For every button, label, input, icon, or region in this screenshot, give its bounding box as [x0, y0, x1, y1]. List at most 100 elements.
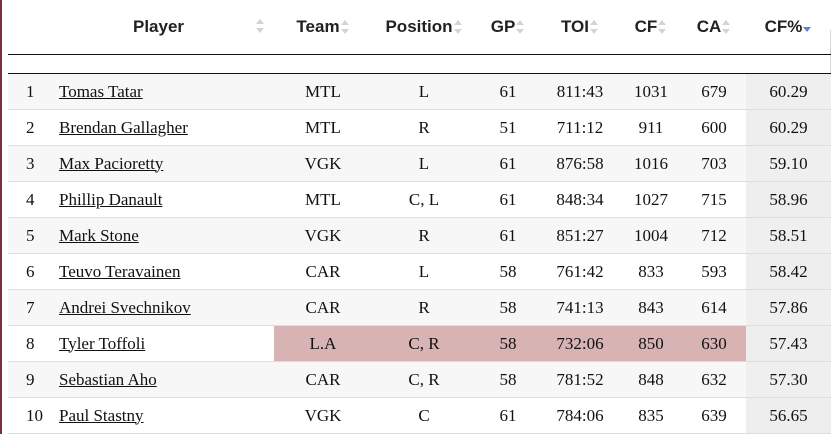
- team-cell: CAR: [274, 361, 372, 398]
- ca-cell: 639: [682, 397, 746, 434]
- rank-cell: 5: [8, 217, 40, 254]
- player-stats-table: Player Team Position GP TOI CF CA CF%: [8, 0, 831, 434]
- player-cell: Paul Stastny: [40, 397, 274, 434]
- toi-cell: 711:12: [540, 109, 620, 146]
- gp-cell: 51: [476, 109, 540, 146]
- rank-cell: 9: [8, 361, 40, 398]
- rank-cell: 1: [8, 73, 40, 110]
- player-cell: Sebastian Aho: [40, 361, 274, 398]
- toi-cell: 732:06: [540, 325, 620, 362]
- cf-cell: 1031: [620, 73, 682, 110]
- player-link[interactable]: Max Pacioretty: [59, 153, 164, 173]
- cfpct-cell: 58.42: [746, 253, 831, 290]
- toi-cell: 781:52: [540, 361, 620, 398]
- rank-cell: 4: [8, 181, 40, 218]
- toi-cell: 811:43: [540, 73, 620, 110]
- gp-cell: 61: [476, 145, 540, 182]
- column-header-position[interactable]: Position: [372, 0, 476, 55]
- gp-cell: 58: [476, 289, 540, 326]
- toi-cell: 784:06: [540, 397, 620, 434]
- gp-cell: 58: [476, 361, 540, 398]
- column-header-gp[interactable]: GP: [476, 0, 540, 55]
- cf-cell: 1004: [620, 217, 682, 254]
- rank-cell: 10: [8, 397, 43, 434]
- player-link[interactable]: Teuvo Teravainen: [59, 261, 181, 281]
- cfpct-cell: 60.29: [746, 73, 831, 110]
- table-row-highlighted: 8 Tyler Toffoli L.A C, R 58 732:06 850 6…: [8, 325, 831, 362]
- cf-cell: 850: [620, 325, 682, 362]
- team-cell: L.A: [274, 325, 372, 362]
- gp-cell: 61: [476, 181, 540, 218]
- team-cell: CAR: [274, 289, 372, 326]
- sort-icon: [256, 19, 265, 35]
- player-cell: Tomas Tatar: [40, 73, 274, 110]
- toi-cell: 761:42: [540, 253, 620, 290]
- table-body: 1 Tomas Tatar MTL L 61 811:43 1031 679 6…: [8, 73, 831, 434]
- column-header-label: Team: [296, 17, 340, 36]
- gp-cell: 58: [476, 325, 540, 362]
- player-cell: Andrei Svechnikov: [40, 289, 274, 326]
- team-cell: MTL: [274, 181, 372, 218]
- column-header-toi[interactable]: TOI: [540, 0, 620, 55]
- sort-icon: [516, 19, 525, 36]
- column-header-label: GP: [490, 17, 516, 36]
- column-header-cf[interactable]: CF: [620, 0, 682, 55]
- ca-cell: 703: [682, 145, 746, 182]
- gp-cell: 58: [476, 253, 540, 290]
- table-row: 9 Sebastian Aho CAR C, R 58 781:52 848 6…: [8, 361, 831, 398]
- column-header-team[interactable]: Team: [274, 0, 372, 55]
- player-cell: Mark Stone: [40, 217, 274, 254]
- gp-cell: 61: [476, 73, 540, 110]
- ca-cell: 679: [682, 73, 746, 110]
- table-row: 7 Andrei Svechnikov CAR R 58 741:13 843 …: [8, 289, 831, 326]
- player-link[interactable]: Andrei Svechnikov: [59, 297, 191, 317]
- player-cell: Max Pacioretty: [40, 145, 274, 182]
- toi-cell: 876:58: [540, 145, 620, 182]
- player-link[interactable]: Tomas Tatar: [59, 81, 143, 101]
- cf-cell: 1016: [620, 145, 682, 182]
- player-cell: Tyler Toffoli: [40, 325, 274, 362]
- page-left-border: [0, 0, 2, 434]
- ca-cell: 614: [682, 289, 746, 326]
- team-cell: VGK: [274, 145, 372, 182]
- sort-descending-icon: [803, 20, 812, 36]
- player-link[interactable]: Sebastian Aho: [59, 369, 157, 389]
- position-cell: C, L: [372, 181, 476, 218]
- rank-cell: 2: [8, 109, 40, 146]
- cfpct-cell: 58.96: [746, 181, 831, 218]
- column-header-ca[interactable]: CA: [682, 0, 746, 55]
- player-link[interactable]: Mark Stone: [59, 225, 139, 245]
- cfpct-cell: 57.86: [746, 289, 831, 326]
- player-link[interactable]: Brendan Gallagher: [59, 117, 188, 137]
- position-cell: R: [372, 217, 476, 254]
- cfpct-cell: 57.30: [746, 361, 831, 398]
- team-cell: MTL: [274, 73, 372, 110]
- player-link[interactable]: Tyler Toffoli: [59, 333, 146, 353]
- toi-cell: 848:34: [540, 181, 620, 218]
- cfpct-cell: 57.43: [746, 325, 831, 362]
- toi-cell: 851:27: [540, 217, 620, 254]
- cf-cell: 1027: [620, 181, 682, 218]
- sort-icon: [722, 19, 731, 36]
- position-cell: L: [372, 73, 476, 110]
- ca-cell: 630: [682, 325, 746, 362]
- column-header-label: CF%: [764, 17, 803, 36]
- player-link[interactable]: Phillip Danault: [59, 189, 163, 209]
- cfpct-cell: 56.65: [746, 397, 831, 434]
- gp-cell: 61: [476, 217, 540, 254]
- rank-cell: 3: [8, 145, 40, 182]
- ca-cell: 632: [682, 361, 746, 398]
- table-header-spacer-row: [8, 54, 831, 74]
- cfpct-cell: 60.29: [746, 109, 831, 146]
- team-cell: MTL: [274, 109, 372, 146]
- column-header-label: CA: [696, 17, 722, 36]
- column-header-label: CF: [634, 17, 658, 36]
- team-cell: CAR: [274, 253, 372, 290]
- player-link[interactable]: Paul Stastny: [59, 405, 144, 425]
- position-cell: R: [372, 109, 476, 146]
- toi-cell: 741:13: [540, 289, 620, 326]
- player-cell: Phillip Danault: [40, 181, 274, 218]
- column-header-player[interactable]: Player: [40, 0, 274, 55]
- column-header-cfpct[interactable]: CF%: [746, 0, 831, 55]
- column-header-rank: [8, 0, 40, 55]
